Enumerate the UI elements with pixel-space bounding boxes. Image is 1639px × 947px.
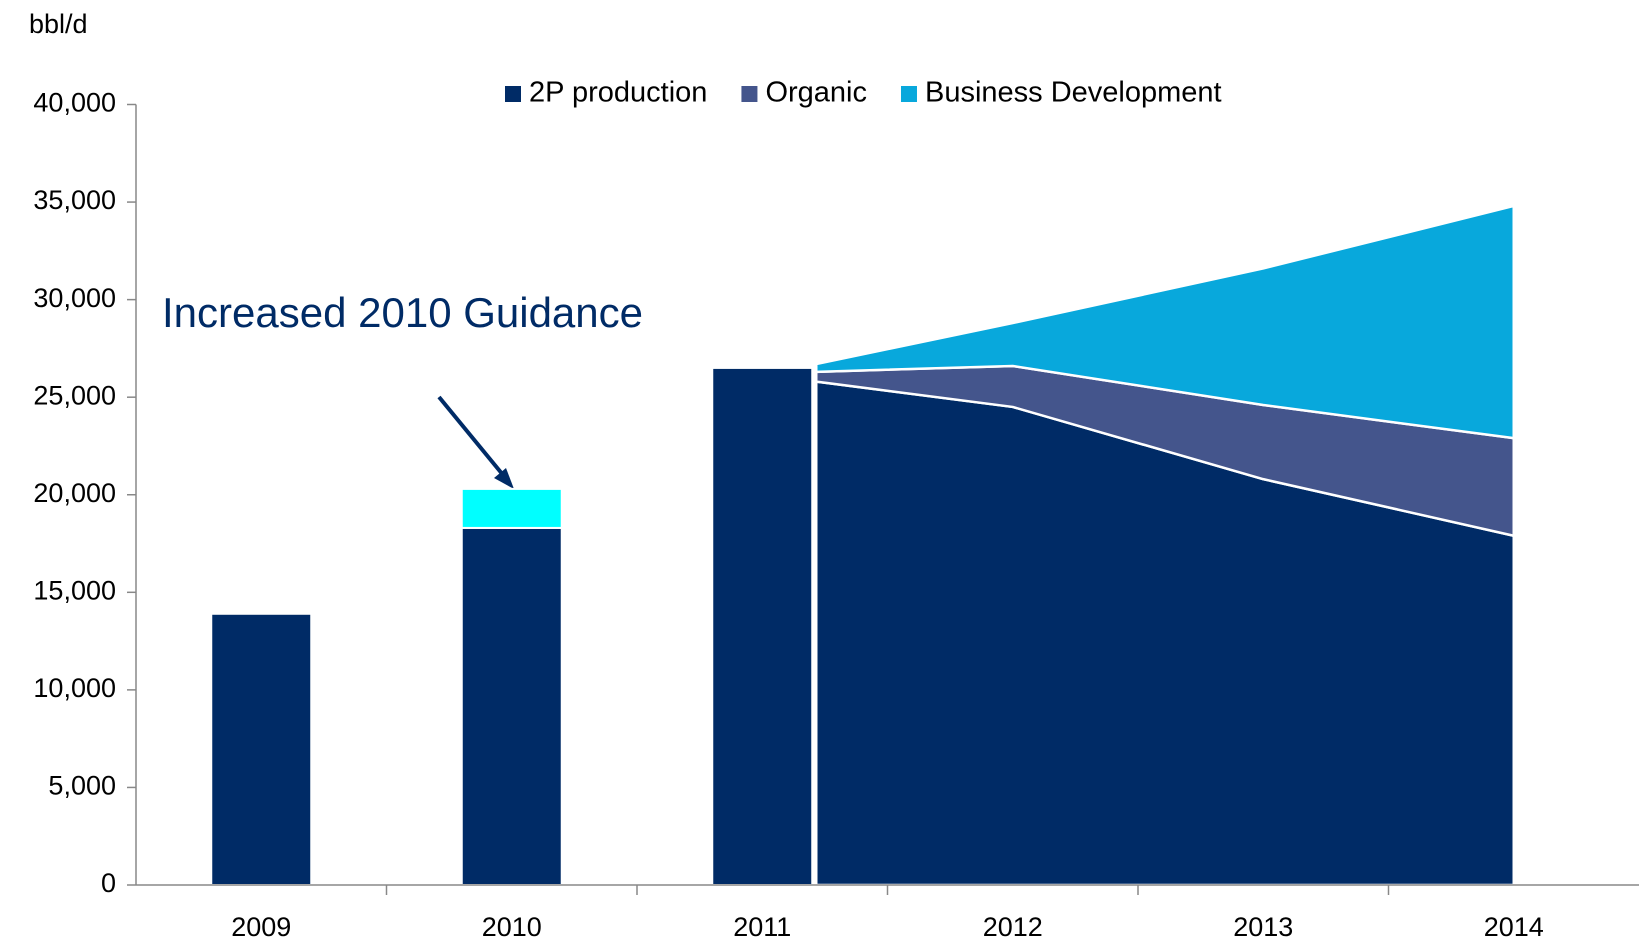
legend-label: Business Development [925,77,1222,109]
y-tick-label: 30,000 [33,283,116,313]
bar [711,366,814,886]
x-tick-label: 2012 [983,912,1043,942]
bar [460,526,563,886]
annotation: Increased 2010 Guidance [162,289,643,336]
legend-swatch [900,86,917,102]
legend-label: 2P production [529,77,707,109]
y-tick-label: 20,000 [33,478,116,508]
bar [210,612,313,886]
legend-swatch [741,86,758,102]
y-tick-label: 35,000 [33,185,116,215]
y-tick-label: 10,000 [33,673,116,703]
y-axis-label: bbl/d [29,9,88,39]
legend-label: Organic [765,77,867,109]
y-tick-label: 25,000 [33,380,116,410]
y-tick-label: 0 [101,868,116,898]
y-tick-label: 5,000 [48,771,116,801]
y-tick-label: 15,000 [33,575,116,605]
x-tick-label: 2011 [733,912,791,942]
x-tick-label: 2009 [231,912,291,942]
legend-swatch [505,86,521,102]
x-tick-label: 2014 [1484,912,1544,942]
bar [460,487,563,529]
area [815,204,1515,440]
annotation-arrowhead [494,468,514,489]
x-tick-label: 2013 [1233,912,1293,942]
annotation-arrow [437,395,510,483]
x-tick-label: 2010 [482,912,542,942]
y-tick-label: 40,000 [33,88,116,118]
